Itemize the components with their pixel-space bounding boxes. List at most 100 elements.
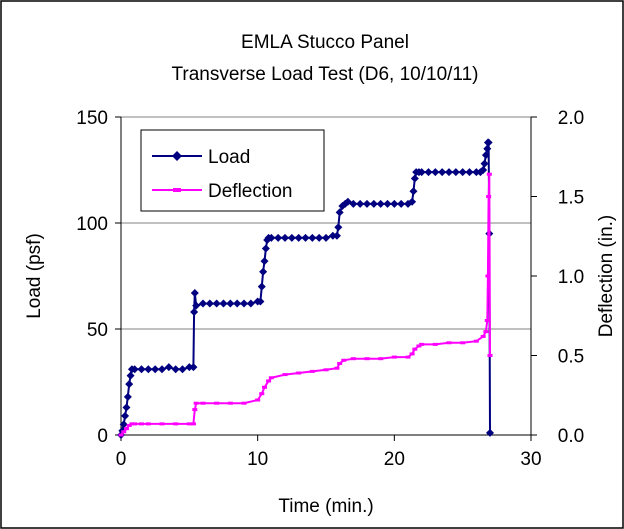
data-point-deflection bbox=[432, 342, 438, 346]
data-point-load bbox=[334, 223, 343, 232]
data-point-deflection bbox=[473, 339, 479, 343]
data-point-load bbox=[376, 199, 385, 208]
data-point-load bbox=[192, 301, 201, 310]
data-point-deflection bbox=[123, 427, 129, 431]
legend-box bbox=[140, 129, 325, 212]
data-point-load bbox=[151, 365, 160, 374]
data-point-load bbox=[260, 257, 269, 266]
data-point-load bbox=[287, 233, 296, 242]
data-point-deflection bbox=[296, 371, 302, 375]
data-point-load bbox=[259, 267, 268, 276]
data-point-load bbox=[484, 138, 493, 147]
data-point-load bbox=[301, 233, 310, 242]
data-point-load bbox=[438, 168, 447, 177]
data-point-load bbox=[267, 233, 276, 242]
data-point-deflection bbox=[487, 354, 493, 357]
data-point-deflection bbox=[391, 355, 397, 359]
data-point-load bbox=[322, 233, 330, 242]
data-point-load bbox=[417, 168, 426, 177]
data-point-load bbox=[410, 174, 419, 183]
data-point-load bbox=[328, 231, 337, 240]
data-point-load bbox=[119, 420, 128, 429]
data-point-load bbox=[205, 299, 214, 308]
axes: 0 10 20 30 0 50 100 150 0.0 0.5 1.0 1.5 2.0 bbox=[76, 108, 584, 470]
data-point-deflection bbox=[334, 366, 340, 370]
data-point-load bbox=[451, 168, 460, 177]
data-point-deflection bbox=[193, 401, 199, 405]
data-point-load bbox=[226, 299, 235, 308]
data-point-load bbox=[483, 144, 492, 153]
data-point-deflection bbox=[309, 369, 315, 373]
data-point-load bbox=[369, 199, 378, 208]
x-axis-title: Time (min.) bbox=[278, 496, 373, 517]
data-point-load bbox=[178, 365, 187, 374]
data-point-load bbox=[122, 403, 131, 412]
data-point-deflection bbox=[364, 357, 370, 361]
data-point-deflection bbox=[484, 319, 490, 323]
data-point-deflection bbox=[341, 358, 347, 362]
data-point-load bbox=[233, 299, 242, 308]
data-point-deflection bbox=[268, 376, 274, 380]
data-point-load bbox=[383, 199, 392, 208]
data-point-load bbox=[190, 308, 199, 317]
data-point-deflection bbox=[483, 330, 489, 334]
data-point-deflection bbox=[485, 274, 491, 278]
data-point-deflection bbox=[145, 422, 151, 426]
data-point-deflection bbox=[121, 430, 127, 434]
data-point-load bbox=[431, 168, 440, 177]
data-point-load bbox=[408, 197, 417, 206]
data-point-deflection bbox=[126, 423, 132, 427]
data-point-deflection bbox=[200, 401, 206, 405]
data-point-load bbox=[332, 231, 341, 240]
data-point-deflection bbox=[190, 422, 196, 426]
data-point-deflection bbox=[282, 373, 288, 377]
data-point-load bbox=[199, 299, 207, 308]
data-point-load bbox=[281, 233, 289, 242]
legend-label-deflection: Deflection bbox=[208, 181, 293, 202]
data-point-deflection bbox=[350, 357, 356, 361]
data-point-load bbox=[185, 363, 194, 372]
y2-tick-label-3: 1.5 bbox=[558, 188, 584, 209]
x-tick-label-3: 30 bbox=[520, 449, 541, 470]
data-point-load bbox=[261, 244, 270, 253]
data-point-load bbox=[308, 233, 317, 242]
data-point-load bbox=[171, 365, 180, 374]
data-point-load bbox=[472, 168, 481, 177]
legend: Load Deflection bbox=[140, 129, 325, 212]
data-point-deflection bbox=[266, 379, 272, 383]
data-point-load bbox=[465, 168, 474, 177]
data-point-deflection bbox=[323, 368, 329, 372]
data-point-load bbox=[458, 168, 467, 177]
data-point-load bbox=[349, 199, 358, 208]
data-point-load bbox=[137, 365, 146, 374]
data-point-load bbox=[121, 411, 130, 420]
data-point-load bbox=[294, 233, 303, 242]
x-tick-label-2: 20 bbox=[384, 449, 405, 470]
data-point-deflection bbox=[118, 433, 124, 437]
data-point-deflection bbox=[241, 401, 247, 405]
data-point-load bbox=[445, 168, 453, 177]
data-point-load bbox=[363, 199, 371, 208]
data-point-load bbox=[125, 380, 134, 389]
data-point-load bbox=[189, 363, 198, 372]
data-point-deflection bbox=[337, 361, 343, 365]
y-tick-label-2: 100 bbox=[76, 214, 108, 235]
data-point-deflection bbox=[227, 401, 233, 405]
y2-axis-title: Deflection (in.) bbox=[596, 215, 617, 338]
data-point-deflection bbox=[262, 385, 267, 389]
data-point-deflection bbox=[416, 344, 422, 348]
data-point-load bbox=[257, 282, 266, 291]
data-point-deflection bbox=[412, 347, 418, 351]
data-point-load bbox=[144, 365, 153, 374]
data-point-deflection bbox=[409, 352, 415, 356]
legend-label-load: Load bbox=[208, 147, 250, 168]
data-point-deflection bbox=[486, 172, 492, 176]
data-point-deflection bbox=[405, 355, 411, 359]
legend-marker-deflection bbox=[173, 188, 181, 192]
data-point-load bbox=[190, 288, 199, 297]
y-tick-label-0: 0 bbox=[97, 426, 108, 447]
data-point-deflection bbox=[139, 422, 144, 426]
data-point-deflection bbox=[378, 357, 384, 361]
data-point-load bbox=[409, 187, 418, 196]
data-point-load bbox=[335, 208, 344, 217]
